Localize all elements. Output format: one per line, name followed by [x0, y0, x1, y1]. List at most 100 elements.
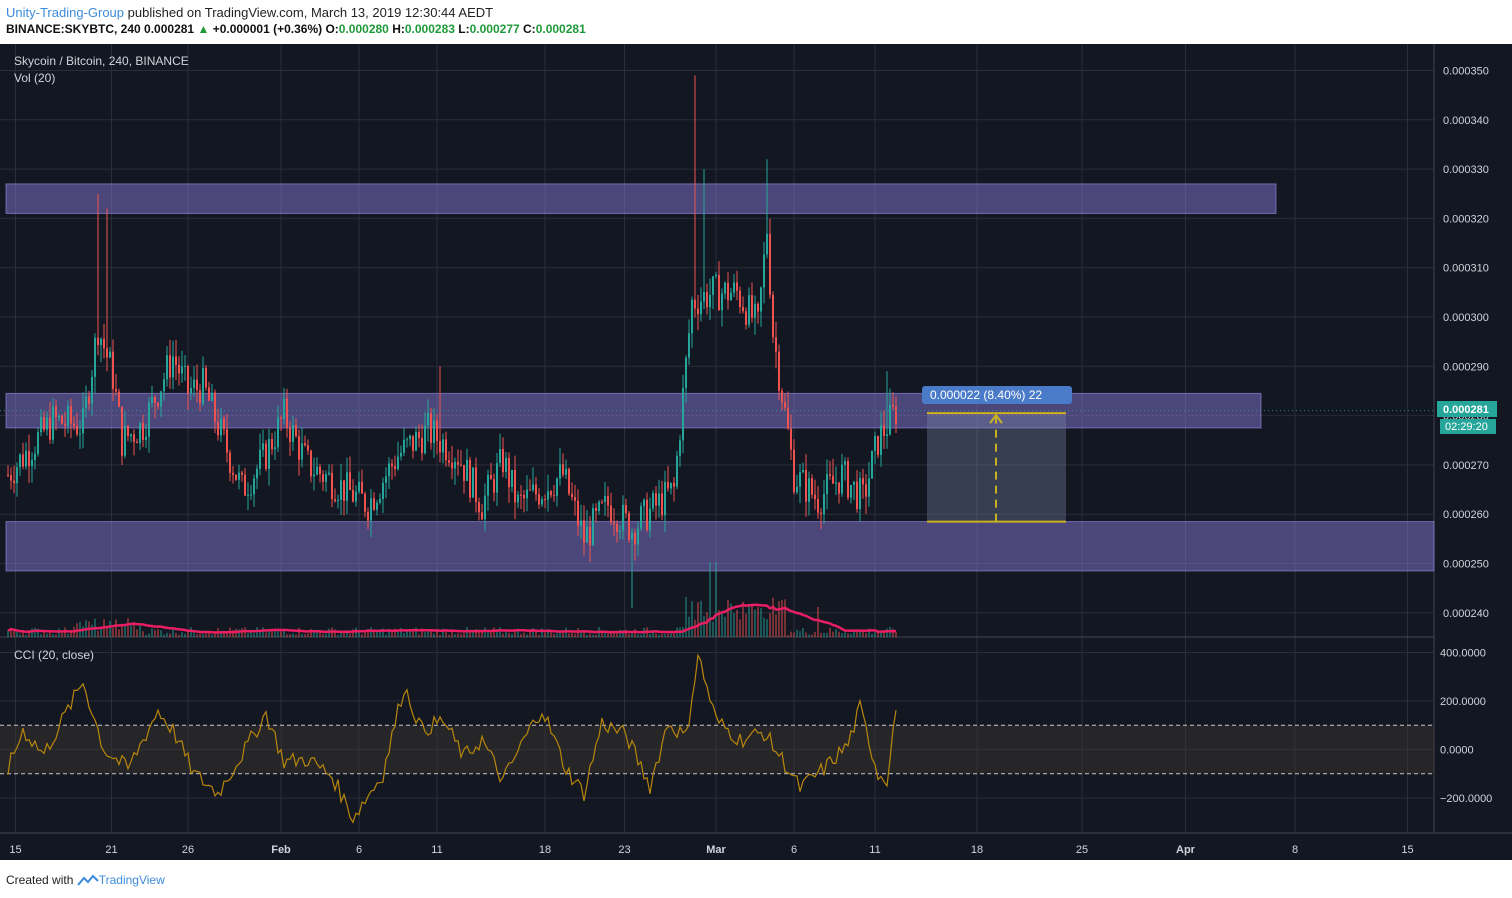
chart-background	[0, 44, 1512, 860]
last-price: 0.000281	[144, 22, 195, 36]
candle-body	[430, 413, 432, 443]
volume-bar	[631, 632, 633, 637]
candle-body	[196, 379, 198, 391]
volume-bar	[196, 634, 198, 637]
candle-body	[583, 520, 585, 543]
symbol-header: BINANCE:SKYBTC, 240 0.000281 ▲ +0.000001…	[6, 22, 586, 36]
candle-body	[112, 351, 114, 389]
candle-body	[154, 396, 156, 404]
volume-bar	[265, 632, 267, 637]
candle-body	[256, 468, 258, 479]
candle-body	[817, 499, 819, 513]
candle-body	[631, 532, 633, 540]
volume-bar	[472, 630, 474, 637]
candle-body	[85, 396, 87, 409]
volume-bar	[61, 633, 63, 637]
volume-bar	[478, 629, 480, 637]
candle-body	[355, 491, 357, 502]
candle-body	[793, 449, 795, 493]
candle-body	[715, 274, 717, 277]
volume-bar	[445, 629, 447, 637]
volume-bar	[289, 634, 291, 637]
volume-bar	[208, 632, 210, 637]
volume-bar	[835, 629, 837, 637]
volume-bar	[430, 629, 432, 637]
volume-bar	[109, 620, 111, 637]
volume-bar	[400, 627, 402, 637]
footer-brand-link[interactable]: TradingView	[98, 873, 165, 887]
candle-body	[217, 421, 219, 436]
candle-body	[868, 478, 870, 497]
candle-body	[79, 433, 81, 435]
volume-bar	[745, 613, 747, 637]
candle-body	[202, 367, 204, 404]
candle-body	[442, 439, 444, 453]
low-value: 0.000277	[469, 22, 520, 36]
volume-bar	[508, 632, 510, 637]
time-tick-label: 11	[431, 844, 442, 856]
candle-body	[214, 392, 216, 422]
candle-body	[520, 494, 522, 496]
price-tick-label: 0.000240	[1443, 608, 1489, 620]
volume-bar	[346, 630, 348, 637]
time-tick-label: 6	[356, 844, 362, 856]
candle-body	[697, 308, 699, 315]
price-tick-label: 0.000310	[1443, 263, 1489, 275]
time-tick-label: Feb	[271, 844, 291, 856]
volume-bar	[655, 633, 657, 637]
candle-body	[709, 294, 711, 308]
candle-body	[481, 512, 483, 520]
candle-body	[787, 407, 789, 429]
candle-body	[334, 499, 336, 501]
volume-bar	[373, 630, 375, 637]
volume-bar	[592, 634, 594, 637]
volume-bar	[205, 633, 207, 637]
candle-body	[118, 391, 120, 407]
candle-body	[829, 474, 831, 476]
candle-body	[859, 478, 861, 510]
volume-bar	[241, 628, 243, 637]
volume-bar	[586, 634, 588, 637]
volume-bar	[70, 630, 72, 637]
candle-body	[493, 479, 495, 493]
volume-bar	[487, 630, 489, 637]
volume-bar	[475, 629, 477, 637]
candle-body	[148, 402, 150, 437]
candle-body	[847, 461, 849, 498]
candle-body	[571, 493, 573, 498]
candle-body	[55, 406, 57, 418]
candle-body	[886, 434, 888, 436]
candle-body	[799, 472, 801, 487]
candle-body	[679, 440, 681, 456]
candle-body	[757, 303, 759, 312]
volume-bar	[619, 629, 621, 637]
volume-bar	[295, 634, 297, 637]
volume-bar	[91, 624, 93, 637]
countdown-tag-text: 02:29:20	[1445, 421, 1488, 433]
volume-bar	[172, 628, 174, 637]
author-link[interactable]: Unity-Trading-Group	[6, 5, 125, 20]
volume-bar	[826, 632, 828, 637]
volume-bar	[628, 634, 630, 637]
candle-body	[103, 338, 105, 349]
candle-body	[94, 337, 96, 377]
candle-body	[163, 379, 165, 392]
candle-body	[820, 512, 822, 515]
candle-body	[283, 398, 285, 419]
volume-bar	[709, 562, 711, 637]
candle-body	[199, 390, 201, 404]
volume-bar	[148, 633, 150, 637]
candle-body	[91, 376, 93, 404]
volume-bar	[775, 614, 777, 637]
volume-bar	[316, 631, 318, 637]
candle-body	[70, 406, 72, 424]
volume-bar	[250, 629, 252, 637]
volume-bar	[238, 629, 240, 637]
time-tick-label: 11	[869, 844, 880, 856]
volume-bar	[169, 633, 171, 637]
candle-body	[289, 427, 291, 442]
chart-canvas[interactable]: 0.000350 0.000340 0.000330 0.000320 0.000310…	[0, 44, 1512, 867]
price-tick-label: 0.000330	[1443, 164, 1489, 176]
volume-bar	[268, 629, 270, 637]
candle-body	[547, 491, 549, 500]
